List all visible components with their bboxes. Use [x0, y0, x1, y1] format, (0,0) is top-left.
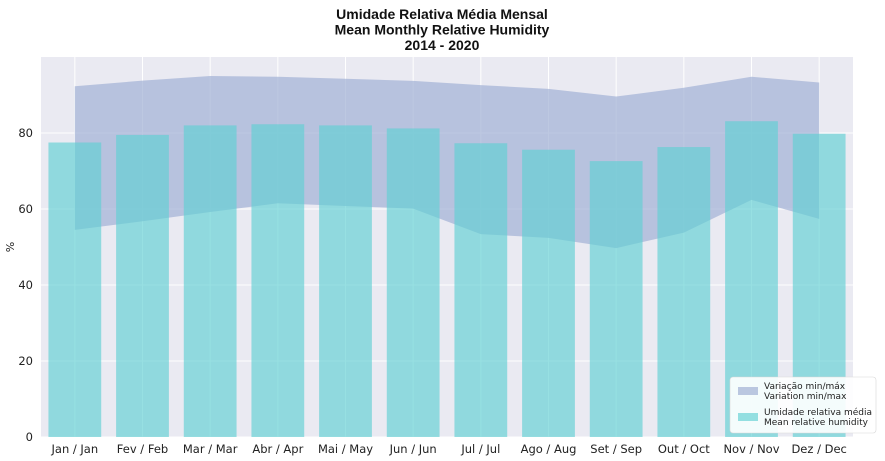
legend-label: Variação min/máx: [764, 382, 846, 392]
x-tick-label: Abr / Apr: [252, 442, 303, 456]
x-tick-label: Jun / Jun: [389, 442, 437, 456]
bar: [183, 125, 237, 438]
x-tick-label: Mar / Mar: [183, 442, 238, 456]
x-tick-label: Ago / Aug: [521, 442, 577, 456]
y-tick-label: 0: [26, 430, 33, 444]
chart-title-line: Mean Monthly Relative Humidity: [335, 22, 550, 38]
legend-swatch: [738, 413, 758, 421]
bar: [589, 161, 643, 437]
x-tick-label: Set / Sep: [590, 442, 642, 456]
legend-box: [729, 376, 877, 434]
bar: [454, 143, 508, 437]
x-tick-label: Out / Oct: [658, 442, 710, 456]
x-tick-labels: Jan / Jan Fev / Feb Mar / Mar Abr / Apr Mai …: [51, 442, 847, 456]
x-tick-label: Fev / Feb: [117, 442, 168, 456]
y-axis-label: %: [4, 242, 17, 252]
legend-label: Mean relative humidity: [764, 418, 869, 428]
y-tick-label: 60: [18, 202, 33, 216]
bar: [319, 125, 372, 438]
chart-title-line: 2014 - 2020: [405, 37, 480, 53]
bar: [522, 149, 575, 437]
x-tick-label: Jan / Jan: [51, 442, 99, 456]
bar: [657, 147, 711, 437]
x-tick-label: Jul / Jul: [460, 442, 500, 456]
bars: [48, 121, 846, 438]
y-tick-label: 20: [18, 354, 33, 368]
y-tick-label: 80: [18, 126, 33, 140]
legend-label: Variation min/max: [764, 392, 847, 402]
bar: [386, 128, 440, 437]
bar: [116, 134, 169, 437]
x-tick-label: Mai / May: [318, 442, 373, 456]
legend-label: Umidade relativa média: [764, 407, 872, 418]
bar: [48, 142, 102, 437]
x-tick-label: Dez / Dec: [791, 442, 846, 456]
chart-title-line: Umidade Relativa Média Mensal: [336, 6, 548, 22]
bar: [251, 124, 305, 437]
y-tick-labels: 0 20 40 60 80: [18, 126, 33, 444]
y-tick-label: 40: [18, 278, 33, 292]
legend-swatch: [738, 387, 758, 395]
x-tick-label: Nov / Nov: [723, 442, 779, 456]
